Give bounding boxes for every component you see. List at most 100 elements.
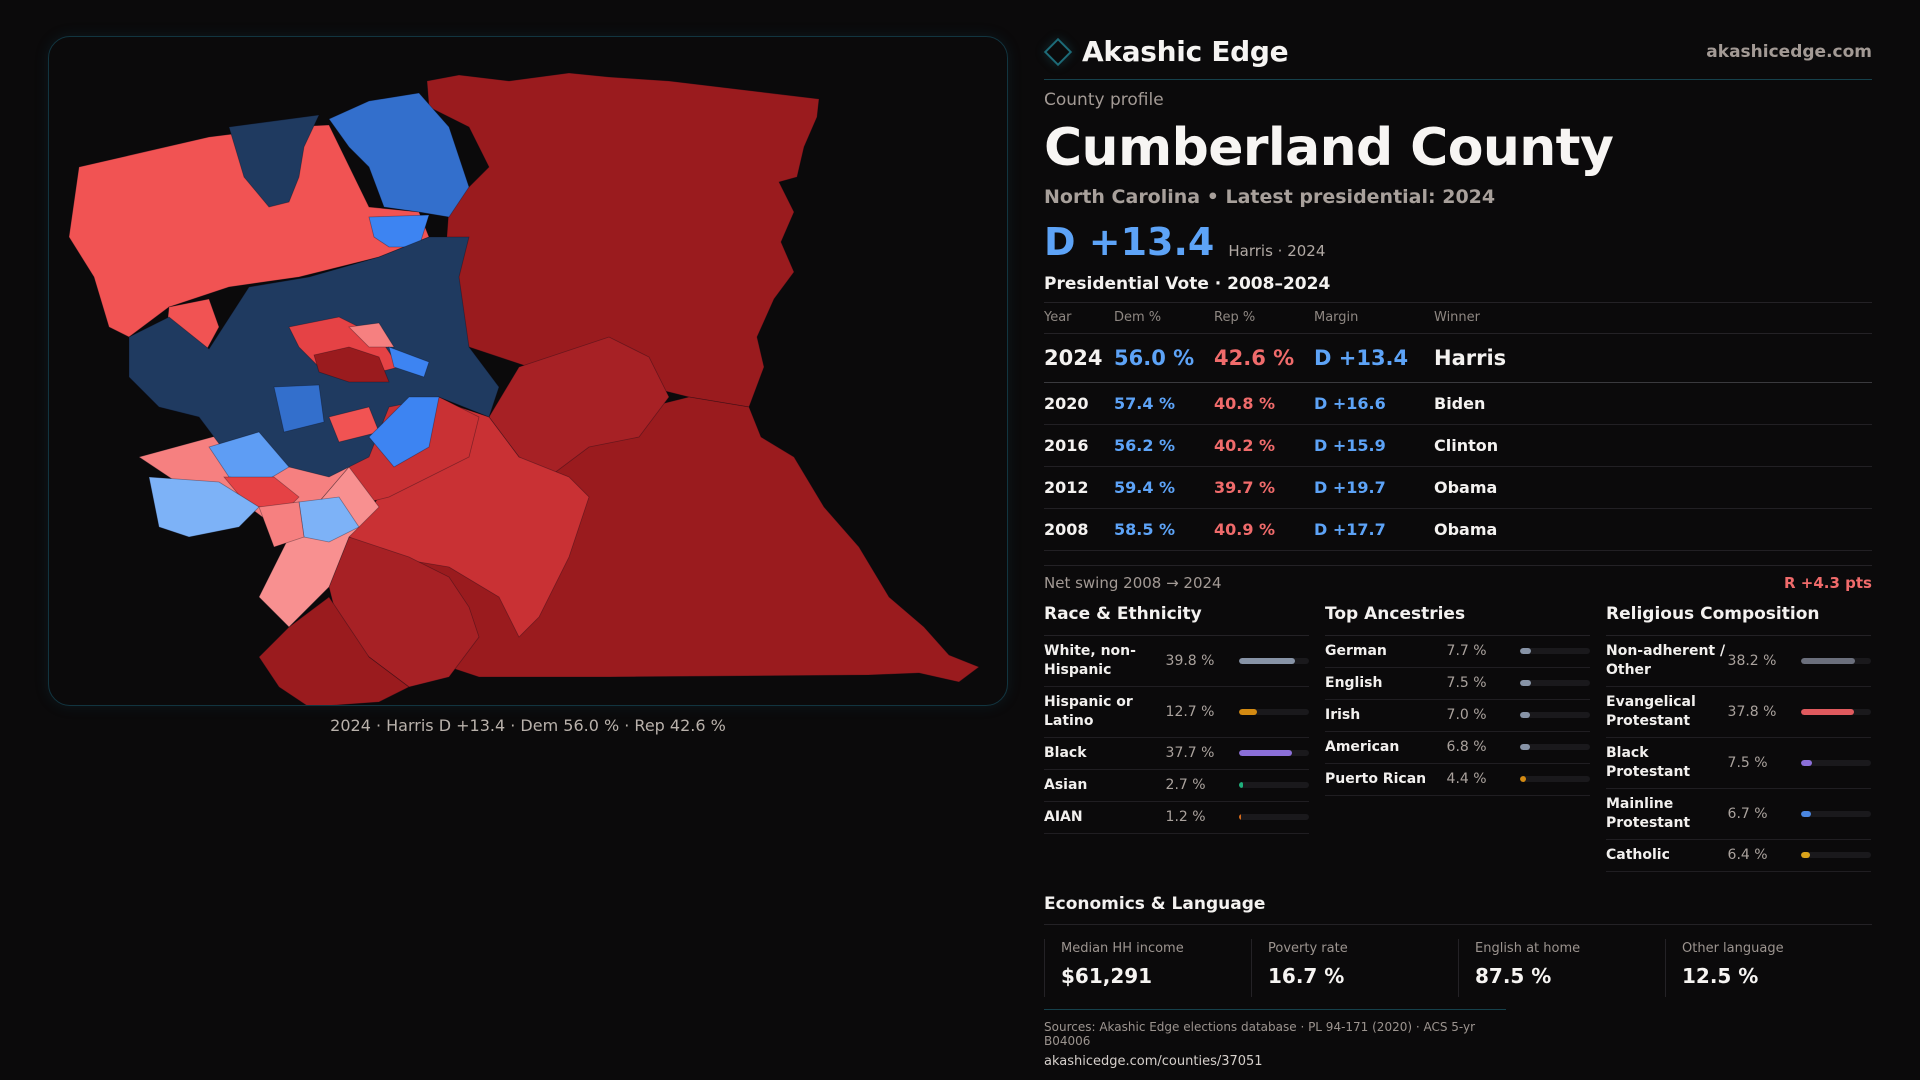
econ-cell-poverty: Poverty rate 16.7 % [1251, 938, 1458, 997]
precinct-inner-blue-2[interactable] [273, 384, 325, 433]
ancestry-section: Top Ancestries German 7.7 % English 7.5 … [1325, 604, 1590, 872]
stat-bar-fill [1520, 776, 1527, 782]
stat-bar-fill [1801, 852, 1811, 858]
county-profile-panel: Akashic Edge akashicedge.com County prof… [1043, 30, 1872, 1069]
stat-bar-fill [1801, 810, 1811, 817]
vote-margin: D +19.7 [1314, 466, 1434, 509]
stat-value: 4.4 % [1446, 771, 1487, 787]
precinct-inner-red-dark[interactable] [313, 346, 390, 383]
religion-row: Mainline Protestant 6.7 % [1606, 789, 1871, 840]
religion-row: Non-adherent / Other 38.2 % [1606, 636, 1871, 687]
stat-bar [1239, 708, 1309, 715]
religion-row: Evangelical Protestant 37.8 % [1606, 687, 1871, 738]
vote-winner: Obama [1434, 466, 1872, 509]
precinct-inner-blue-1[interactable] [388, 346, 430, 378]
stat-label: Black Protestant [1606, 744, 1691, 780]
stat-label: Evangelical Protestant [1606, 693, 1696, 729]
econ-value: 87.5 % [1475, 963, 1552, 988]
precinct-north-blue[interactable] [328, 92, 470, 218]
stat-bar [1239, 657, 1309, 664]
stat-bar [1239, 782, 1309, 788]
ancestry-row: American 6.8 % [1325, 732, 1590, 764]
stat-label: Hispanic or Latino [1044, 693, 1133, 729]
race-section-title: Race & Ethnicity [1044, 604, 1309, 636]
stat-bar [1801, 708, 1871, 715]
vote-row: 2008 58.5 % 40.9 % D +17.7 Obama [1044, 508, 1872, 551]
vote-year: 2020 [1044, 382, 1114, 425]
vote-winner: Biden [1434, 382, 1872, 425]
stat-bar-fill [1239, 782, 1244, 788]
precinct-pale-r-2[interactable] [258, 466, 380, 628]
precinct-map-svg[interactable] [49, 37, 1008, 706]
stat-label: Irish [1325, 706, 1361, 723]
page-kicker: County profile [1044, 90, 1164, 110]
race-row: Black 37.7 % [1044, 738, 1309, 770]
econ-cell-other-language: Other language 12.5 % [1665, 938, 1872, 997]
vote-margin: D +13.4 [1314, 333, 1434, 383]
precinct-inner-blue-3[interactable] [368, 396, 440, 468]
vote-dem: 56.2 % [1114, 424, 1214, 467]
net-swing: Net swing 2008 → 2024 R +4.3 pts [1044, 564, 1872, 592]
stat-bar-fill [1239, 750, 1292, 756]
vote-rep: 39.7 % [1214, 466, 1314, 509]
page-title: Cumberland County [1044, 118, 1614, 178]
stat-bar [1520, 744, 1590, 750]
vote-section-title: Presidential Vote · 2008–2024 [1044, 274, 1872, 303]
stat-label: Black [1044, 744, 1087, 761]
precinct-pale-d-2[interactable] [298, 496, 360, 543]
precinct-north-dem[interactable] [228, 114, 320, 208]
vote-row: 2016 56.2 % 40.2 % D +15.9 Clinton [1044, 424, 1872, 467]
religion-row: Black Protestant 7.5 % [1606, 738, 1871, 789]
brand-header: Akashic Edge akashicedge.com [1043, 30, 1872, 80]
precinct-pale-r-3[interactable] [258, 501, 305, 548]
ancestry-row: German 7.7 % [1325, 636, 1590, 668]
economics-section-title: Economics & Language [1044, 894, 1872, 925]
stat-bar-fill [1239, 657, 1295, 664]
brand-name[interactable]: Akashic Edge [1082, 35, 1289, 68]
stat-bar-fill [1801, 657, 1855, 664]
col-margin: Margin [1314, 303, 1434, 334]
stat-bar-fill [1520, 744, 1530, 750]
vote-row: 2012 59.4 % 39.7 % D +19.7 Obama [1044, 466, 1872, 509]
vote-dem: 57.4 % [1114, 382, 1214, 425]
ancestry-row: Puerto Rican 4.4 % [1325, 764, 1590, 796]
map-caption: 2024 · Harris D +13.4 · Dem 56.0 % · Rep… [330, 716, 726, 735]
col-rep: Rep % [1214, 303, 1314, 334]
precinct-south-2[interactable] [258, 596, 410, 706]
econ-value: 12.5 % [1682, 963, 1759, 988]
econ-label: Other language [1682, 940, 1784, 956]
vote-table: Year Dem % Rep % Margin Winner 2024 56.0… [1044, 303, 1872, 551]
brand-url-link[interactable]: akashicedge.com [1706, 41, 1872, 62]
stat-value: 7.0 % [1446, 707, 1487, 723]
stat-label: Catholic [1606, 846, 1670, 863]
vote-rep: 40.2 % [1214, 424, 1314, 467]
vote-margin: D +15.9 [1314, 424, 1434, 467]
precinct-pale-d-1[interactable] [148, 476, 260, 538]
net-swing-label: Net swing 2008 → 2024 [1044, 573, 1222, 592]
race-ethnicity-section: Race & Ethnicity White, non-Hispanic 39.… [1044, 604, 1309, 872]
permalink[interactable]: akashicedge.com/counties/37051 [1044, 1053, 1263, 1069]
economics-row: Median HH income $61,291 Poverty rate 16… [1044, 938, 1872, 997]
vote-winner: Obama [1434, 508, 1872, 551]
vote-winner: Harris [1434, 333, 1872, 383]
race-row: AIAN 1.2 % [1044, 802, 1309, 834]
stat-bar-fill [1239, 708, 1257, 715]
precinct-inner-blue-4[interactable] [208, 431, 290, 483]
precinct-map[interactable] [48, 36, 1008, 706]
religion-section: Religious Composition Non-adherent / Oth… [1606, 604, 1871, 872]
econ-value: $61,291 [1061, 963, 1153, 988]
stat-label: German [1325, 642, 1387, 659]
precinct-inner-pale[interactable] [348, 322, 395, 348]
demographics-columns: Race & Ethnicity White, non-Hispanic 39.… [1044, 604, 1872, 872]
vote-winner: Clinton [1434, 424, 1872, 467]
stat-label: Asian [1044, 776, 1088, 793]
stat-bar [1520, 712, 1590, 718]
headline-result: D +13.4 Harris · 2024 [1044, 218, 1872, 262]
stat-bar [1520, 648, 1590, 654]
race-row: Asian 2.7 % [1044, 770, 1309, 802]
stat-bar [1801, 759, 1871, 766]
econ-cell-income: Median HH income $61,291 [1044, 938, 1251, 997]
stat-label: Puerto Rican [1325, 770, 1427, 787]
stat-bar [1801, 852, 1871, 858]
col-year: Year [1044, 303, 1114, 334]
